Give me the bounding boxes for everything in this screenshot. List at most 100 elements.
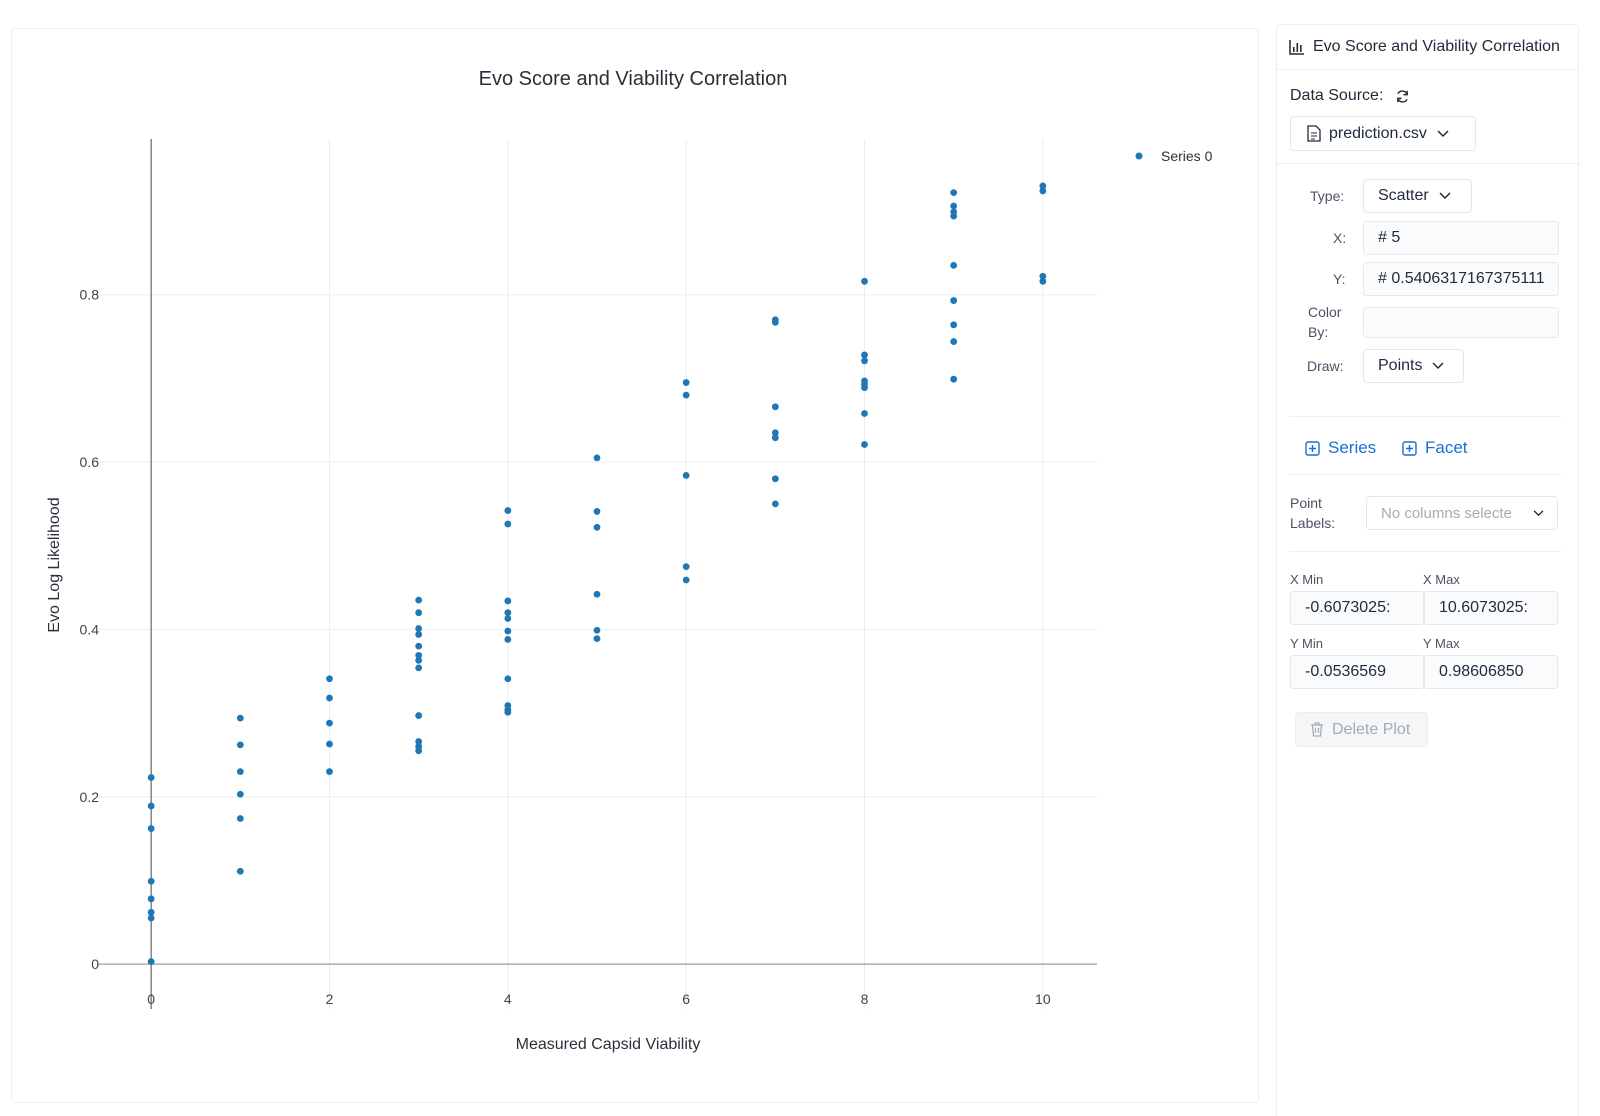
- add-facet-button[interactable]: Facet: [1402, 438, 1468, 458]
- data-point: [771, 429, 779, 437]
- point-labels-placeholder: No columns selecte: [1381, 504, 1512, 522]
- x-min-label: X Min: [1290, 572, 1324, 587]
- type-label: Type:: [1310, 188, 1345, 204]
- data-point: [861, 384, 868, 391]
- x-tick-label: 8: [861, 991, 869, 1007]
- trash-icon: [1311, 722, 1323, 737]
- delete-plot-label: Delete Plot: [1332, 720, 1411, 738]
- data-point: [326, 675, 333, 683]
- data-point: [771, 500, 779, 508]
- data-point: [236, 741, 244, 749]
- data-point: [950, 262, 958, 269]
- y-tick-label: 0: [91, 956, 99, 972]
- y-axis-label: Evo Log Likelihood: [46, 497, 63, 632]
- chevron-down-icon: [1533, 509, 1544, 516]
- data-point: [504, 520, 512, 528]
- panel-title: Evo Score and Viability Correlation: [1313, 38, 1560, 55]
- data-point: [147, 908, 155, 916]
- data-source-row: Data Source:: [1290, 87, 1410, 105]
- data-point: [861, 357, 868, 365]
- x-tick-label: 4: [504, 991, 512, 1007]
- x-max-label: X Max: [1423, 572, 1460, 587]
- data-point: [1039, 272, 1047, 280]
- draw-select[interactable]: Points: [1363, 349, 1464, 383]
- legend-marker: [1135, 152, 1143, 160]
- plus-square-icon: [1402, 440, 1417, 456]
- y-column-select[interactable]: # 0.5406317167375111: [1363, 262, 1559, 296]
- y-label: Y:: [1333, 271, 1346, 287]
- axes: [97, 139, 1097, 1009]
- data-point: [682, 576, 690, 584]
- grid: [97, 139, 1097, 1009]
- color-by-select[interactable]: [1363, 307, 1559, 338]
- legend[interactable]: Series 0: [1135, 148, 1213, 164]
- point-labels-select[interactable]: No columns selecte: [1366, 496, 1558, 530]
- add-facet-label: Facet: [1425, 438, 1468, 457]
- x-max-input[interactable]: 10.6073025:: [1424, 591, 1558, 625]
- bar-chart-icon: [1289, 40, 1304, 55]
- data-point: [504, 708, 512, 716]
- y-tick-label: 0.4: [80, 621, 100, 637]
- data-point: [415, 712, 423, 719]
- y-tick-label: 0.6: [80, 454, 100, 470]
- divider: [1289, 474, 1561, 475]
- chevron-down-icon: [1437, 129, 1449, 137]
- data-point: [504, 597, 512, 605]
- y-min-input[interactable]: -0.0536569: [1290, 655, 1424, 689]
- data-point: [682, 391, 690, 399]
- data-point: [1039, 277, 1047, 285]
- data-point: [861, 410, 868, 417]
- data-point: [1039, 182, 1047, 190]
- data-point: [236, 714, 244, 722]
- point-labels-label-line1: Point: [1290, 495, 1322, 511]
- data-point: [147, 877, 155, 885]
- data-point: [950, 297, 958, 304]
- data-point: [861, 277, 868, 285]
- data-point: [593, 590, 601, 598]
- x-column-select[interactable]: # 5: [1363, 221, 1559, 255]
- x-label: X:: [1333, 230, 1347, 246]
- x-min-input[interactable]: -0.6073025:: [1290, 591, 1424, 625]
- data-point: [950, 212, 958, 220]
- scatter-chart[interactable]: 0 2 4 6 8 10 0 0.2 0.4 0.6 0.8 Evo Score and Viabi…: [12, 29, 1260, 1104]
- data-point: [950, 375, 958, 383]
- data-point: [236, 815, 244, 822]
- point-labels-label-line2: Labels:: [1290, 515, 1336, 531]
- data-point: [504, 627, 512, 635]
- add-series-label: Series: [1328, 438, 1377, 457]
- data-point: [415, 651, 423, 659]
- data-point: [326, 740, 333, 748]
- x-axis-label: Measured Capsid Viability: [516, 1036, 701, 1053]
- data-point: [593, 626, 601, 634]
- data-point: [504, 615, 512, 622]
- data-point: [326, 768, 333, 776]
- divider: [1289, 551, 1561, 552]
- refresh-icon[interactable]: [1395, 89, 1410, 104]
- type-value: Scatter: [1378, 187, 1429, 204]
- y-max-input[interactable]: 0.98606850: [1424, 655, 1558, 689]
- delete-plot-button[interactable]: Delete Plot: [1295, 712, 1428, 747]
- data-point: [861, 351, 868, 359]
- data-point: [415, 596, 423, 604]
- file-select[interactable]: prediction.csv: [1290, 116, 1476, 151]
- y-min-label: Y Min: [1290, 636, 1323, 651]
- data-point: [415, 631, 423, 638]
- data-point: [415, 747, 423, 755]
- x-tick-label: 0: [147, 991, 155, 1007]
- type-select[interactable]: Scatter: [1363, 179, 1472, 213]
- data-point: [236, 867, 244, 875]
- data-point: [147, 774, 155, 781]
- data-point: [950, 321, 958, 329]
- data-point: [504, 507, 512, 514]
- data-point: [415, 642, 423, 650]
- data-point: [771, 403, 779, 411]
- data-point: [771, 434, 779, 442]
- data-source-label: Data Source:: [1290, 87, 1384, 104]
- data-point: [415, 738, 423, 745]
- draw-value: Points: [1378, 357, 1423, 374]
- data-point: [504, 636, 512, 643]
- tick-labels: 0 2 4 6 8 10 0 0.2 0.4 0.6 0.8: [80, 287, 1051, 1007]
- data-point: [415, 664, 423, 672]
- add-series-button[interactable]: Series: [1305, 438, 1376, 458]
- data-point: [682, 379, 690, 386]
